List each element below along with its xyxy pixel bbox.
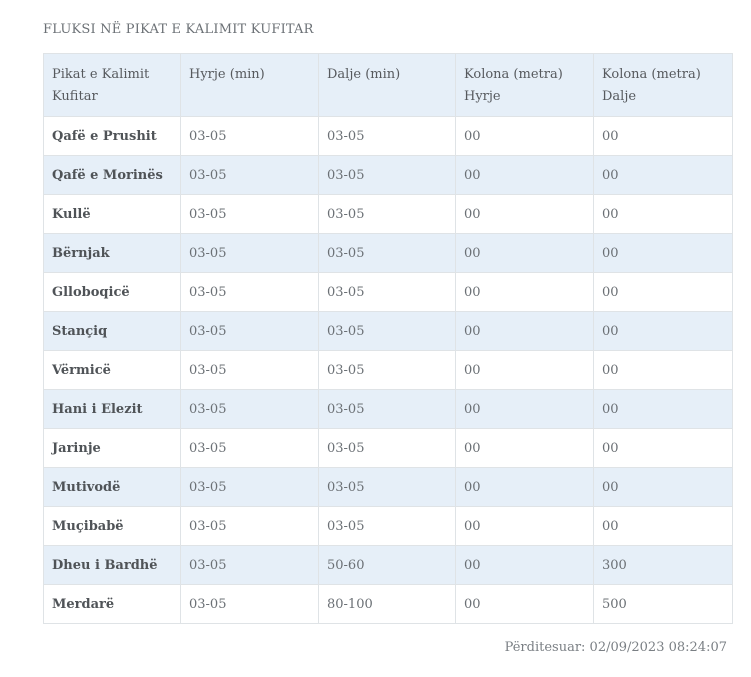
exit-time-cell: 03-05 xyxy=(318,116,456,156)
entry-time-cell: 03-05 xyxy=(180,233,319,273)
crossing-point-cell: Dheu i Bardhë xyxy=(43,545,181,585)
queue-entry-cell: 00 xyxy=(455,389,594,429)
table-row: Muçibabë 03-05 03-05 00 00 xyxy=(43,506,733,546)
queue-exit-cell: 00 xyxy=(593,350,733,390)
entry-time-cell: 03-05 xyxy=(180,194,319,234)
header-queue-entry: Kolona (metra) Hyrje xyxy=(455,53,594,117)
queue-entry-cell: 00 xyxy=(455,428,594,468)
queue-exit-cell: 00 xyxy=(593,389,733,429)
exit-time-cell: 03-05 xyxy=(318,311,456,351)
table-row: Bërnjak 03-05 03-05 00 00 xyxy=(43,233,733,273)
crossing-point-cell: Qafë e Morinës xyxy=(43,155,181,195)
queue-exit-cell: 00 xyxy=(593,272,733,312)
exit-time-cell: 50-60 xyxy=(318,545,456,585)
crossing-point-cell: Qafë e Prushit xyxy=(43,116,181,156)
exit-time-cell: 03-05 xyxy=(318,506,456,546)
queue-entry-cell: 00 xyxy=(455,272,594,312)
entry-time-cell: 03-05 xyxy=(180,467,319,507)
queue-exit-cell: 00 xyxy=(593,194,733,234)
entry-time-cell: 03-05 xyxy=(180,428,319,468)
crossing-point-cell: Hani i Elezit xyxy=(43,389,181,429)
table-row: Vërmicë 03-05 03-05 00 00 xyxy=(43,350,733,390)
queue-entry-cell: 00 xyxy=(455,116,594,156)
header-crossing-point: Pikat e Kalimit Kufitar xyxy=(43,53,181,117)
queue-entry-cell: 00 xyxy=(455,155,594,195)
exit-time-cell: 03-05 xyxy=(318,194,456,234)
header-entry-min: Hyrje (min) xyxy=(180,53,319,117)
queue-exit-cell: 00 xyxy=(593,116,733,156)
queue-entry-cell: 00 xyxy=(455,233,594,273)
header-queue-exit: Kolona (metra) Dalje xyxy=(593,53,733,117)
queue-exit-cell: 300 xyxy=(593,545,733,585)
exit-time-cell: 03-05 xyxy=(318,389,456,429)
entry-time-cell: 03-05 xyxy=(180,155,319,195)
exit-time-cell: 03-05 xyxy=(318,428,456,468)
queue-exit-cell: 00 xyxy=(593,311,733,351)
table-row: Jarinje 03-05 03-05 00 00 xyxy=(43,428,733,468)
queue-entry-cell: 00 xyxy=(455,311,594,351)
crossing-point-cell: Mutivodë xyxy=(43,467,181,507)
table-header: Pikat e Kalimit Kufitar Hyrje (min) Dalj… xyxy=(43,53,733,117)
table-row: Mutivodë 03-05 03-05 00 00 xyxy=(43,467,733,507)
table-row: Qafë e Prushit 03-05 03-05 00 00 xyxy=(43,116,733,156)
queue-exit-cell: 00 xyxy=(593,155,733,195)
queue-entry-cell: 00 xyxy=(455,467,594,507)
queue-exit-cell: 00 xyxy=(593,467,733,507)
crossing-point-cell: Jarinje xyxy=(43,428,181,468)
entry-time-cell: 03-05 xyxy=(180,506,319,546)
table-row: Merdarë 03-05 80-100 00 500 xyxy=(43,584,733,624)
exit-time-cell: 03-05 xyxy=(318,155,456,195)
queue-exit-cell: 00 xyxy=(593,428,733,468)
exit-time-cell: 03-05 xyxy=(318,350,456,390)
exit-time-cell: 03-05 xyxy=(318,233,456,273)
header-exit-min: Dalje (min) xyxy=(318,53,456,117)
queue-exit-cell: 00 xyxy=(593,506,733,546)
last-updated: Përditesuar: 02/09/2023 08:24:07 xyxy=(504,640,727,655)
entry-time-cell: 03-05 xyxy=(180,311,319,351)
crossing-point-cell: Merdarë xyxy=(43,584,181,624)
exit-time-cell: 80-100 xyxy=(318,584,456,624)
header-row: Pikat e Kalimit Kufitar Hyrje (min) Dalj… xyxy=(43,53,733,117)
table-row: Stançiq 03-05 03-05 00 00 xyxy=(43,311,733,351)
entry-time-cell: 03-05 xyxy=(180,350,319,390)
crossing-point-cell: Muçibabë xyxy=(43,506,181,546)
crossing-point-cell: Glloboqicë xyxy=(43,272,181,312)
exit-time-cell: 03-05 xyxy=(318,467,456,507)
table-body: Qafë e Prushit 03-05 03-05 00 00 Qafë e Morin… xyxy=(43,116,733,624)
table-row: Kullë 03-05 03-05 00 00 xyxy=(43,194,733,234)
exit-time-cell: 03-05 xyxy=(318,272,456,312)
queue-entry-cell: 00 xyxy=(455,350,594,390)
queue-entry-cell: 00 xyxy=(455,545,594,585)
entry-time-cell: 03-05 xyxy=(180,272,319,312)
border-flux-table: Pikat e Kalimit Kufitar Hyrje (min) Dalj… xyxy=(43,53,733,624)
queue-exit-cell: 500 xyxy=(593,584,733,624)
table-row: Qafë e Morinës 03-05 03-05 00 00 xyxy=(43,155,733,195)
entry-time-cell: 03-05 xyxy=(180,116,319,156)
queue-entry-cell: 00 xyxy=(455,584,594,624)
crossing-point-cell: Bërnjak xyxy=(43,233,181,273)
crossing-point-cell: Stançiq xyxy=(43,311,181,351)
queue-entry-cell: 00 xyxy=(455,506,594,546)
crossing-point-cell: Kullë xyxy=(43,194,181,234)
entry-time-cell: 03-05 xyxy=(180,584,319,624)
queue-entry-cell: 00 xyxy=(455,194,594,234)
page-title: FLUKSI NË PIKAT E KALIMIT KUFITAR xyxy=(43,22,314,37)
crossing-point-cell: Vërmicë xyxy=(43,350,181,390)
table-row: Glloboqicë 03-05 03-05 00 00 xyxy=(43,272,733,312)
table-row: Dheu i Bardhë 03-05 50-60 00 300 xyxy=(43,545,733,585)
entry-time-cell: 03-05 xyxy=(180,389,319,429)
queue-exit-cell: 00 xyxy=(593,233,733,273)
table-row: Hani i Elezit 03-05 03-05 00 00 xyxy=(43,389,733,429)
entry-time-cell: 03-05 xyxy=(180,545,319,585)
